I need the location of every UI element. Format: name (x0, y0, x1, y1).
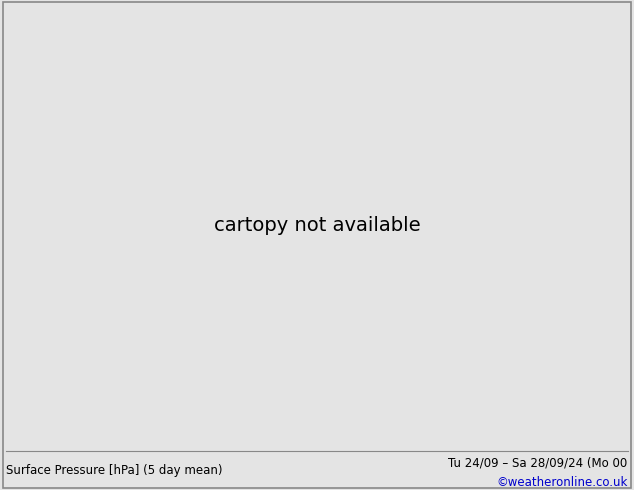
Text: Tu 24/09 – Sa 28/09/24 (Mo 00: Tu 24/09 – Sa 28/09/24 (Mo 00 (448, 457, 628, 469)
Text: ©weatheronline.co.uk: ©weatheronline.co.uk (496, 476, 628, 489)
Text: cartopy not available: cartopy not available (214, 216, 420, 235)
Text: Surface Pressure [hPa] (5 day mean): Surface Pressure [hPa] (5 day mean) (6, 464, 223, 477)
